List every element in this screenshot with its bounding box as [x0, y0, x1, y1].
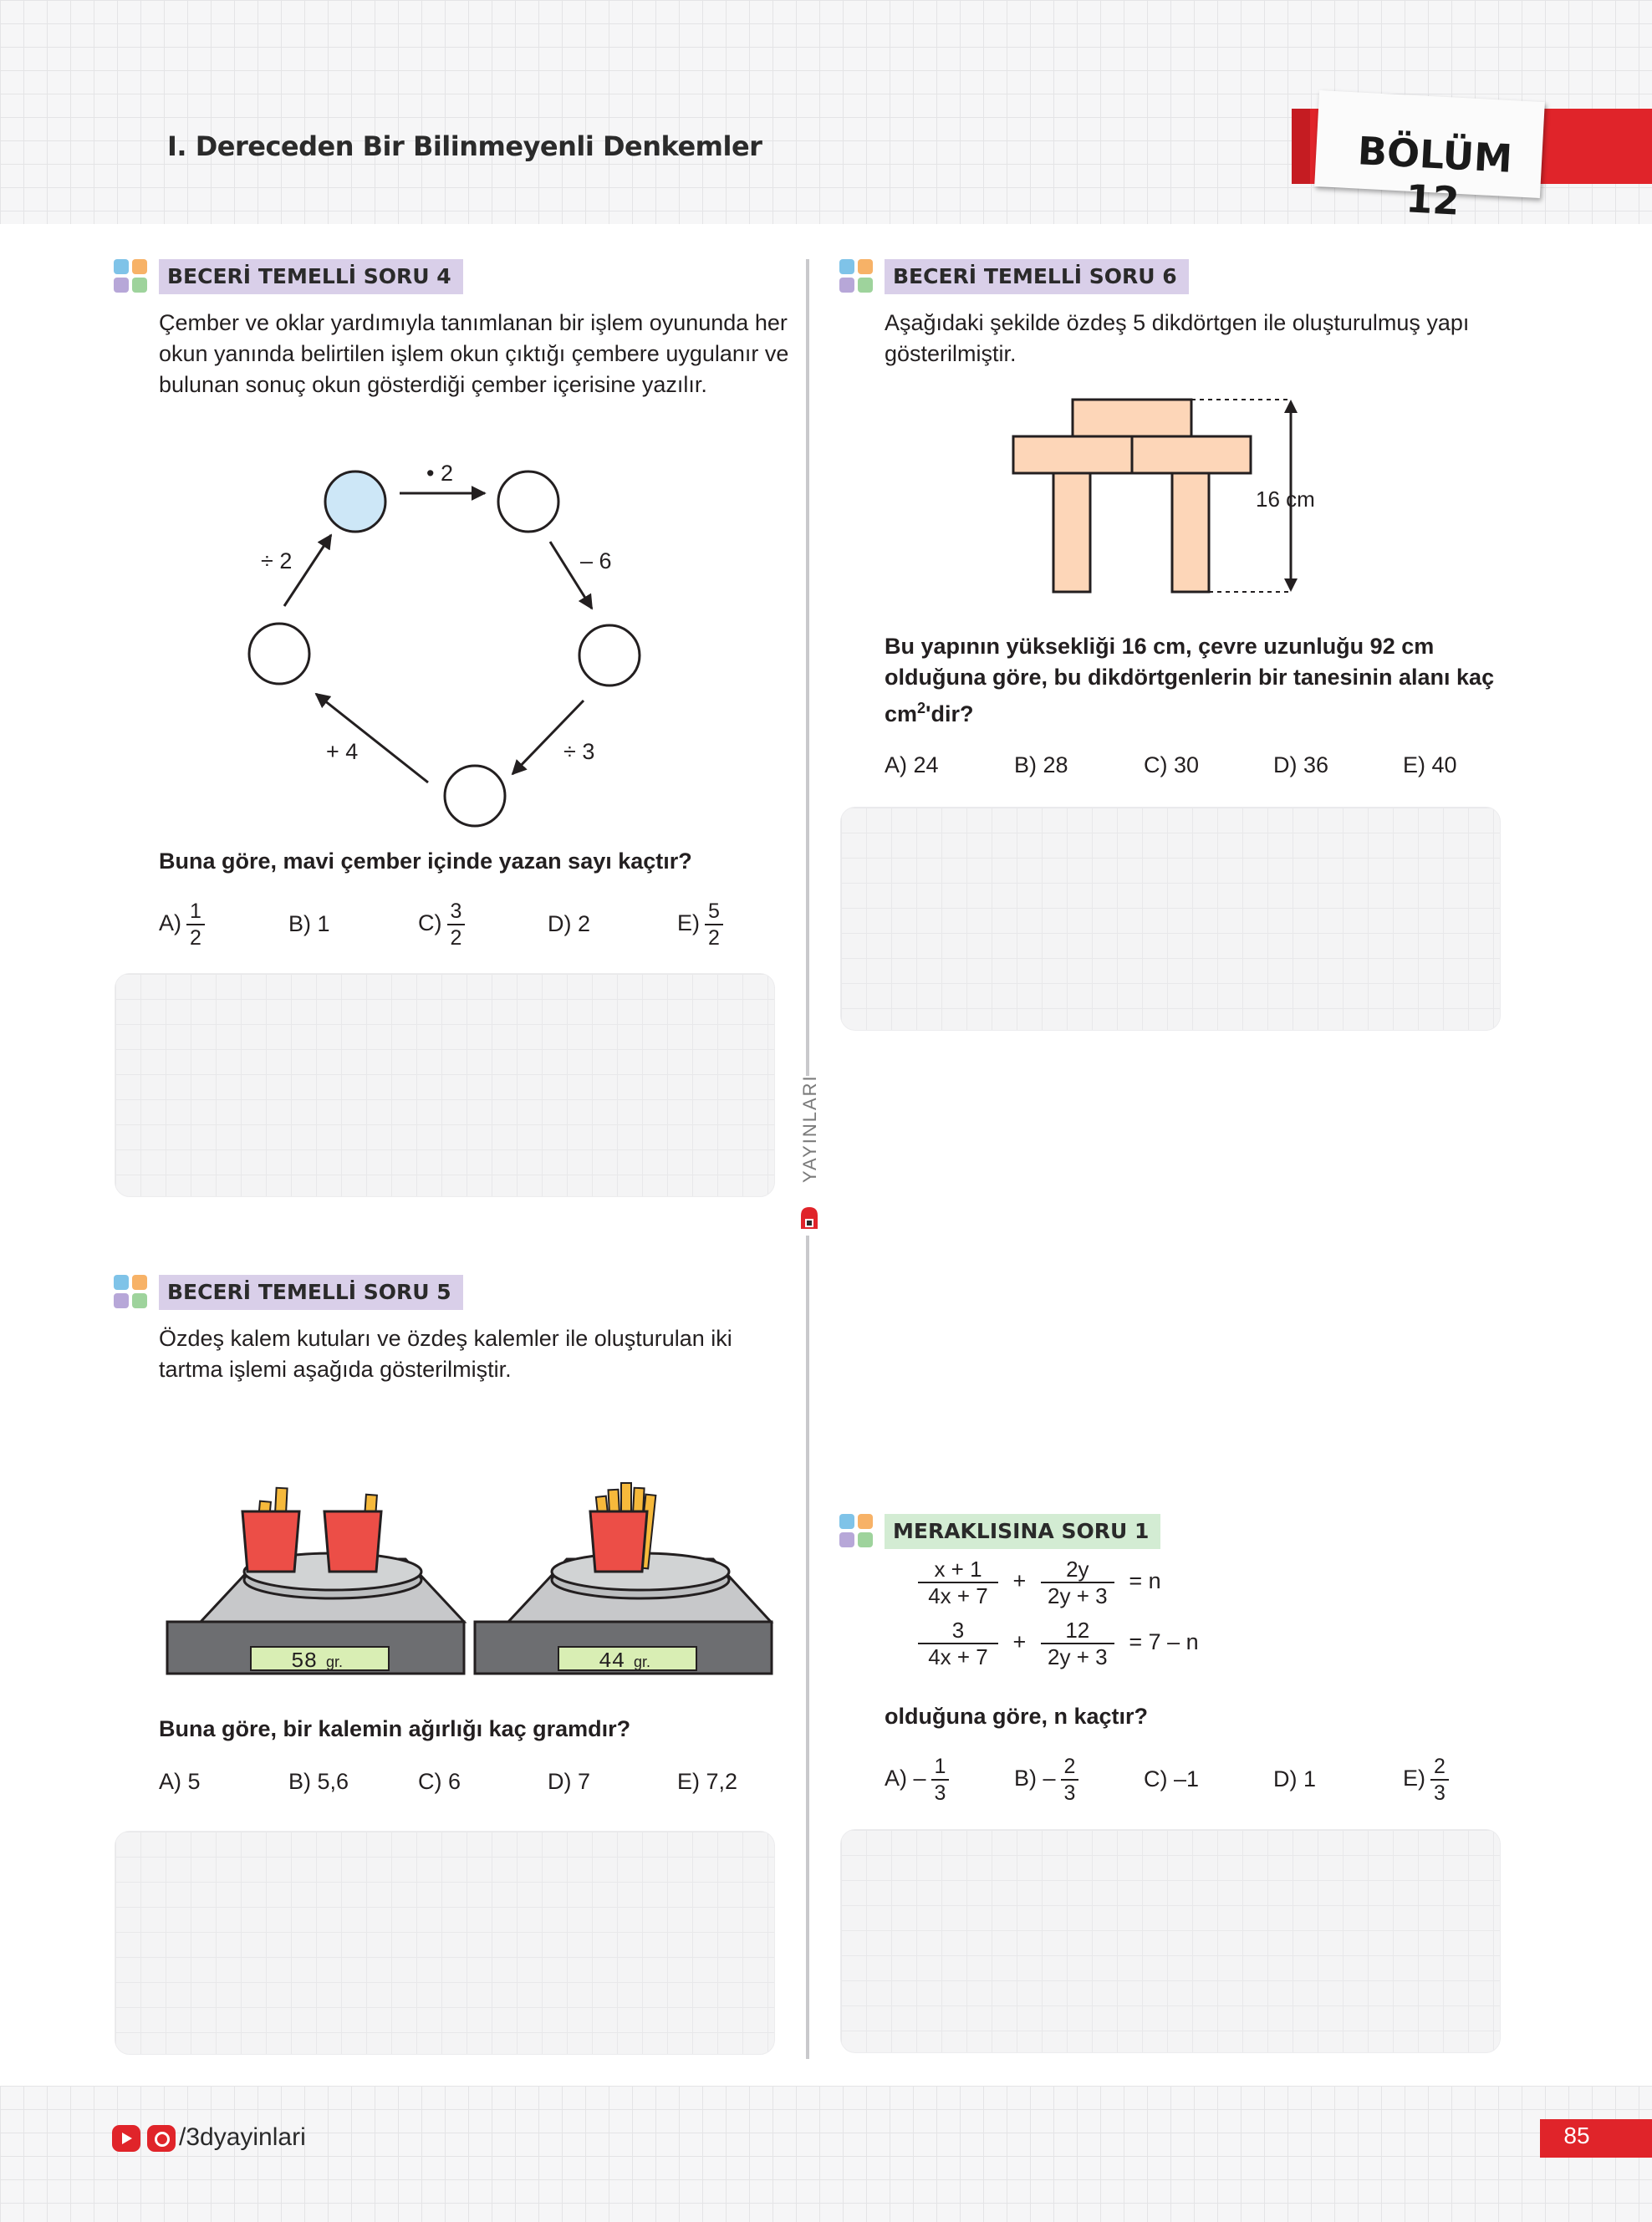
- m1-answer-c[interactable]: C) –1: [1144, 1766, 1200, 1791]
- op-bottom-left: + 4: [326, 739, 358, 764]
- m1-prompt: olduğuna göre, n kaçtır?: [885, 1704, 1149, 1729]
- q4-answer-c[interactable]: C) 3 2: [418, 899, 466, 950]
- q5-work-area[interactable]: [115, 1831, 775, 2055]
- circle-top-right: [497, 470, 560, 533]
- rectangle-structure-diagram: 16 cm: [1012, 398, 1315, 594]
- q6-text: Aşağıdaki şekilde özdeş 5 dikdörtgen ile…: [885, 310, 1470, 366]
- page-number-box: [1540, 2119, 1652, 2158]
- social-handle[interactable]: /3dyayinlari: [179, 2123, 306, 2151]
- section-red-bar: [1292, 109, 1310, 184]
- cup-1-2: [323, 1493, 383, 1573]
- svg-text:44: 44: [599, 1649, 625, 1674]
- footer-grid-background: [0, 2086, 1652, 2222]
- svg-text:58: 58: [291, 1649, 317, 1674]
- m1-tag: MERAKLISINA SORU 1: [885, 1514, 1161, 1549]
- instagram-icon[interactable]: [147, 2125, 176, 2152]
- m1-answer-d[interactable]: D) 1: [1273, 1766, 1317, 1791]
- q4-circle-diagram: • 2 – 6 ÷ 2 ÷ 3 + 4: [247, 461, 641, 828]
- svg-text:gr.: gr.: [326, 1654, 343, 1670]
- q6-tag: BECERİ TEMELLİ SORU 6: [885, 259, 1189, 294]
- q5-answer-c[interactable]: C) 6: [418, 1769, 461, 1794]
- q4-prompt: Buna göre, mavi çember içinde yazan sayı…: [159, 849, 692, 874]
- scale-1: 58 gr.: [166, 1552, 467, 1675]
- m1-work-area[interactable]: [840, 1829, 1501, 2053]
- publisher-logo-icon: [798, 1204, 821, 1234]
- q4-answer-b[interactable]: B) 1: [288, 911, 330, 936]
- q5-answer-b[interactable]: B) 5,6: [288, 1769, 349, 1794]
- q5-tag: BECERİ TEMELLİ SORU 5: [159, 1275, 463, 1310]
- page-number: 85: [1563, 2123, 1590, 2148]
- circle-bottom: [443, 764, 507, 828]
- q4-tag: BECERİ TEMELLİ SORU 4: [159, 259, 463, 294]
- q4-text: Çember ve oklar yardımıyla tanımlanan bi…: [159, 310, 789, 397]
- chapter-title: I. Dereceden Bir Bilinmeyenli Denkemler: [167, 130, 762, 162]
- equation-2: 3 4x + 7 + 12 2y + 3 = 7 – n: [918, 1618, 1199, 1669]
- circle-left: [247, 622, 311, 685]
- blue-circle: [324, 470, 387, 533]
- q6-answer-e[interactable]: E) 40: [1403, 752, 1457, 777]
- q4-answer-a[interactable]: A) 1 2: [159, 899, 205, 950]
- quad-square-icon: [114, 259, 149, 294]
- q5-text: Özdeş kalem kutuları ve özdeş kalemler i…: [159, 1326, 732, 1382]
- column-divider-bottom: [806, 1236, 809, 2059]
- m1-answer-a[interactable]: A) –1 3: [885, 1754, 950, 1806]
- q4-answer-d[interactable]: D) 2: [548, 911, 591, 936]
- column-divider-top: [806, 259, 809, 1087]
- q5-answer-a[interactable]: A) 5: [159, 1769, 201, 1794]
- q5-answer-e[interactable]: E) 7,2: [677, 1769, 738, 1794]
- op-bottom-right: ÷ 3: [563, 739, 594, 764]
- q6-answer-a[interactable]: A) 24: [885, 752, 939, 777]
- quad-square-icon: [839, 1514, 874, 1549]
- cup-1-1: [241, 1486, 301, 1573]
- publisher-vertical-text: YAYINLARI: [799, 1074, 821, 1183]
- q4-work-area[interactable]: [115, 973, 775, 1197]
- op-top: • 2: [426, 461, 453, 486]
- q5-answer-d[interactable]: D) 7: [548, 1769, 591, 1794]
- m1-answer-b[interactable]: B) –2 3: [1014, 1754, 1079, 1806]
- section-label: BÖLÜM 12: [1356, 128, 1514, 224]
- q6-answer-c[interactable]: C) 30: [1144, 752, 1200, 777]
- dimension-label: 16 cm: [1256, 487, 1315, 512]
- quad-square-icon: [839, 259, 874, 294]
- scales-illustration: 58 gr. 44 gr.: [166, 1482, 774, 1675]
- op-right: – 6: [580, 548, 612, 573]
- q6-prompt: Bu yapının yüksekliği 16 cm, çevre uzunl…: [885, 634, 1495, 726]
- equation-1: x + 1 4x + 7 + 2y 2y + 3 = n: [918, 1557, 1161, 1608]
- q5-prompt: Buna göre, bir kalemin ağırlığı kaç gram…: [159, 1716, 631, 1741]
- cup-2-1: [589, 1482, 657, 1573]
- youtube-icon[interactable]: [112, 2125, 140, 2152]
- circle-right: [578, 624, 641, 687]
- q6-work-area[interactable]: [840, 807, 1501, 1031]
- q6-answer-b[interactable]: B) 28: [1014, 752, 1068, 777]
- svg-text:gr.: gr.: [634, 1654, 650, 1670]
- op-left: ÷ 2: [261, 548, 292, 573]
- quad-square-icon: [114, 1275, 149, 1310]
- m1-answer-e[interactable]: E) 2 3: [1403, 1754, 1449, 1806]
- q4-answer-e[interactable]: E) 5 2: [677, 899, 723, 950]
- q6-answer-d[interactable]: D) 36: [1273, 752, 1329, 777]
